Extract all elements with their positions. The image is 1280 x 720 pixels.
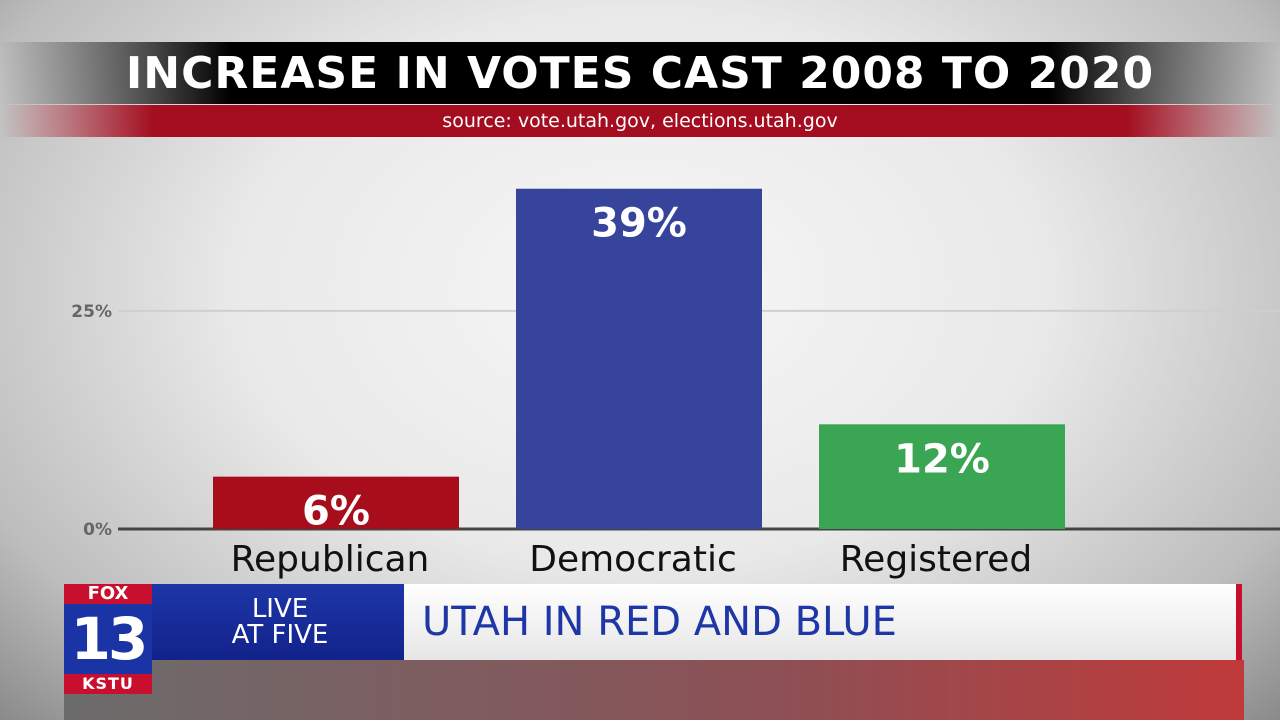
logo-callsign: KSTU xyxy=(64,674,152,694)
lower-third: LIVE AT FIVE UTAH IN RED AND BLUE FOX 13… xyxy=(0,584,1280,720)
data-label-republican: 6% xyxy=(302,489,370,535)
source-bar: source: vote.utah.gov, elections.utah.go… xyxy=(0,105,1280,137)
title-bar: INCREASE IN VOTES CAST 2008 TO 2020 xyxy=(0,42,1280,104)
category-label-registered: Registered xyxy=(840,539,1032,580)
chart-title: INCREASE IN VOTES CAST 2008 TO 2020 xyxy=(125,47,1155,99)
bar-republican xyxy=(213,476,459,529)
program-line-2: AT FIVE xyxy=(231,620,329,650)
headline: UTAH IN RED AND BLUE xyxy=(422,599,897,645)
category-label-democratic: Democratic xyxy=(529,539,737,580)
headline-box-edge xyxy=(1236,584,1242,660)
bar-chart: 0% 25% 6%Republican 39% Democratic 12% Regist… xyxy=(71,188,1280,580)
program-line-1: LIVE xyxy=(251,594,309,624)
lower-third-shadow xyxy=(64,660,1244,720)
bar-registered xyxy=(819,424,1065,529)
logo-channel-number: 13 xyxy=(64,604,152,674)
y-tick-label-0: 0% xyxy=(83,520,112,540)
station-logo: FOX 13 KSTU xyxy=(64,584,152,694)
data-label-registered: 12% xyxy=(894,436,990,482)
label-layer: 6%Republican 39% Democratic 12% Registered xyxy=(231,201,1033,580)
bar-layer xyxy=(213,188,1065,529)
logo-network: FOX xyxy=(64,584,152,604)
headline-box: UTAH IN RED AND BLUE xyxy=(404,584,1236,660)
category-label-republican: Republican xyxy=(231,539,430,580)
y-tick-label-1: 25% xyxy=(71,302,112,322)
program-box: LIVE AT FIVE xyxy=(150,584,410,660)
bar-democratic xyxy=(516,188,762,529)
data-label-democratic: 39% xyxy=(591,201,687,247)
chart-subtitle: source: vote.utah.gov, elections.utah.go… xyxy=(442,110,838,132)
